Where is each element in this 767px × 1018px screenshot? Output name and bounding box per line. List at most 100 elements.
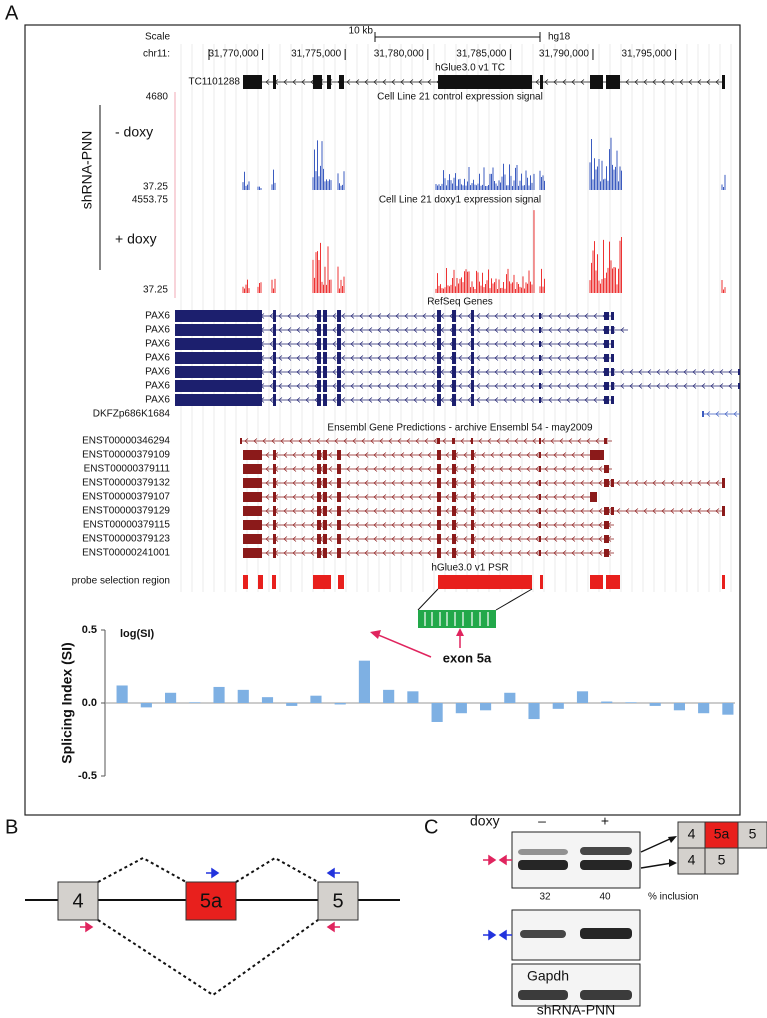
exon-box [57,881,99,921]
exon [539,438,541,444]
panel-a-frame [24,24,741,816]
condition-label: shRNA-PNN [79,131,95,210]
primer-arrow [483,929,497,941]
exon [317,492,321,502]
exon [590,492,597,502]
exon [452,520,456,530]
isoform-exon [704,847,739,875]
exon [437,520,441,530]
inclusion-value: 40 [599,892,611,903]
gel-band [580,990,632,1000]
gene-name: ENST00000346294 [82,436,170,447]
exon [337,464,341,474]
annotation: exon 5a [443,650,492,665]
probe-region [313,575,331,589]
exon [273,534,276,544]
exon [604,326,609,334]
condition-label: + [601,813,609,829]
probe-region [438,575,532,589]
exon [337,506,341,516]
primer-arrow [326,867,340,879]
track-min: 37.25 [143,182,168,193]
probe-region [606,575,620,589]
panel-label: C [424,816,438,838]
isoform-label: 5 [749,826,757,842]
gel-band [580,928,632,939]
exon [452,548,456,558]
exon [273,380,276,392]
condition-label: - doxy [115,124,153,140]
bar [455,703,467,714]
exon [273,506,276,516]
exon [317,478,321,488]
exon [323,520,327,530]
bar [261,697,274,703]
exon [452,324,456,336]
gene-name: ENST00000379111 [84,464,171,475]
exon [722,75,725,89]
exon [337,520,341,530]
exon [337,478,341,488]
exon [175,338,262,350]
bar [673,703,685,711]
y-tick-label: 0.0 [82,697,97,709]
x-tick-label: 31,770,000 [208,49,258,60]
bar [310,695,322,703]
exon [337,534,341,544]
exon [323,366,327,378]
exon-label: 5a [200,890,223,912]
exon [317,450,321,460]
intron-direction [706,411,738,417]
exon [317,394,321,406]
bar [358,660,370,703]
exon [337,394,341,406]
track-max: 4553.75 [132,195,169,206]
exon [437,338,441,350]
exon [539,452,541,458]
exon [452,310,456,322]
bar [431,703,443,722]
gene-name: ENST00000379115 [83,520,171,531]
exon [317,352,321,364]
exon [273,478,276,488]
exon [611,340,614,348]
bar [213,686,225,703]
chart-title: log(SI) [120,628,155,640]
bar [625,702,637,703]
gel-band [518,849,568,855]
bar [576,691,589,703]
exon [323,478,327,488]
exon [452,338,456,350]
exon [273,366,276,378]
exon [240,438,242,444]
exon [471,438,473,444]
exon [702,411,704,417]
exon [471,394,474,406]
gel-band [580,847,632,855]
exon [604,535,609,543]
exon [539,383,541,389]
exon [273,352,276,364]
exon [738,369,740,375]
bar [480,703,492,711]
exon [243,506,262,516]
exon [437,310,441,322]
exon [437,352,441,364]
exon [539,313,541,319]
exon [437,438,440,444]
y-tick-label: -0.5 [78,770,97,782]
exon [317,534,321,544]
exon [452,352,456,364]
x-tick-label: 31,775,000 [291,49,341,60]
isoform-label: 5a [714,826,730,842]
exon [452,506,456,516]
exon [604,312,609,320]
exon [471,478,474,488]
exon [273,548,276,558]
exon [323,310,327,322]
exon [323,548,327,558]
exon [323,506,327,516]
exon [539,466,541,472]
exon [611,382,614,390]
